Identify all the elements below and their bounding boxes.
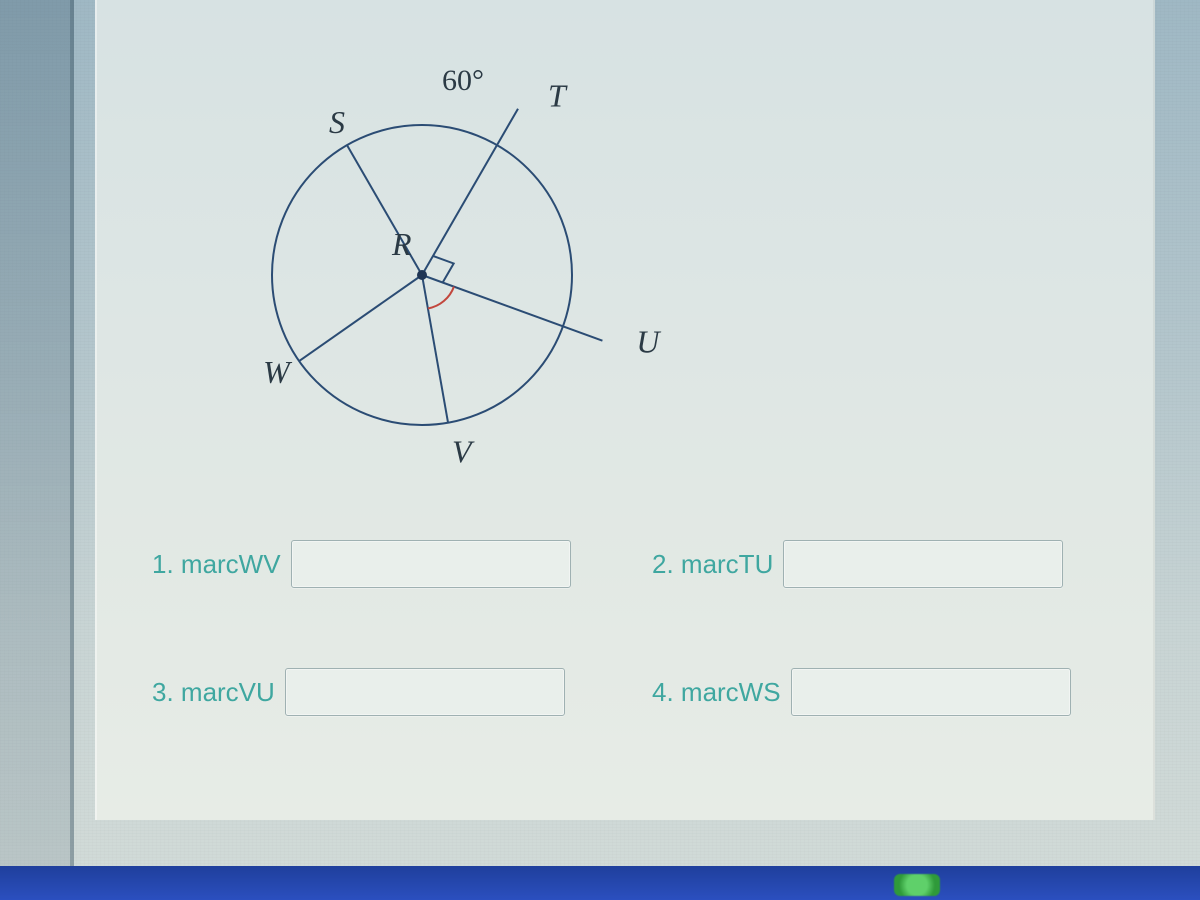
question-2-label: 2. marcTU (652, 549, 773, 580)
question-3-input[interactable] (285, 668, 565, 716)
circle-diagram: R 60° S T U V W (182, 30, 702, 510)
question-4-input[interactable] (791, 668, 1071, 716)
questions-grid: 1. marcWV 2. marcTU 3. marcVU 4. marcWS (152, 540, 1112, 716)
question-3-label: 3. marcVU (152, 677, 275, 708)
svg-text:W: W (263, 354, 293, 390)
svg-text:S: S (329, 104, 345, 140)
question-3: 3. marcVU (152, 668, 612, 716)
svg-text:T: T (548, 78, 568, 114)
question-1: 1. marcWV (152, 540, 612, 588)
svg-text:U: U (636, 324, 661, 360)
left-rail (0, 0, 74, 900)
question-4-label: 4. marcWS (652, 677, 781, 708)
question-2-input[interactable] (783, 540, 1063, 588)
svg-text:60°: 60° (442, 64, 484, 97)
question-4: 4. marcWS (652, 668, 1112, 716)
taskbar (0, 866, 1200, 900)
svg-text:R: R (391, 226, 412, 262)
question-1-label: 1. marcWV (152, 549, 281, 580)
svg-text:V: V (452, 434, 475, 470)
diagram-svg: R 60° S T U V W (182, 30, 702, 510)
question-1-input[interactable] (291, 540, 571, 588)
question-2: 2. marcTU (652, 540, 1112, 588)
content-card: R 60° S T U V W 1. marcWV 2. marcTU 3. marcVU … (95, 0, 1155, 820)
